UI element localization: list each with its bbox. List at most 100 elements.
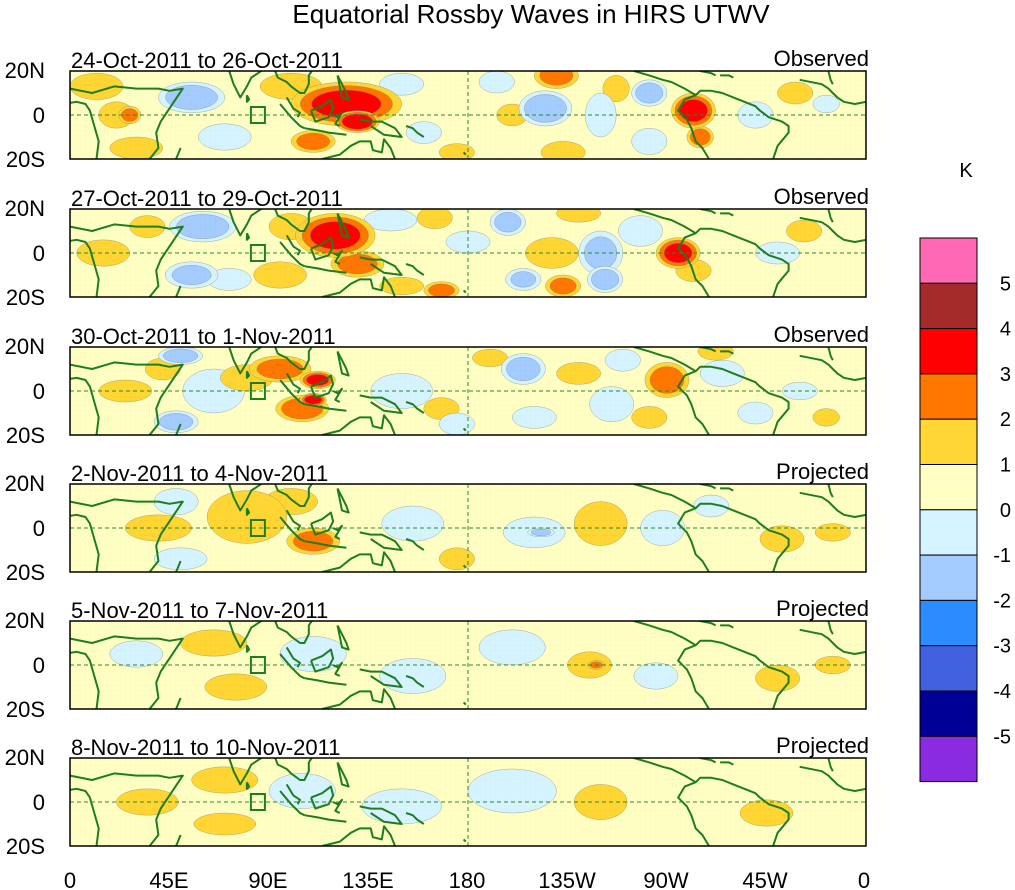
coastline <box>279 379 305 406</box>
coastline <box>310 511 335 536</box>
colorbar-level-label: 4 <box>1000 319 1011 341</box>
y-tick-label: 0 <box>33 790 45 815</box>
coastline <box>227 71 313 99</box>
coastline <box>285 646 301 668</box>
coastline <box>285 372 301 394</box>
coastline <box>827 621 834 635</box>
x-tick-label: 90E <box>248 868 287 890</box>
x-tick-label: 0 <box>858 868 870 890</box>
coastline <box>359 256 403 276</box>
coastline <box>245 644 251 653</box>
coastline <box>827 209 834 223</box>
coastline <box>279 790 305 817</box>
panel-status-label: Projected <box>776 733 869 758</box>
panel-date-label: 2-Nov-2011 to 4-Nov-2011 <box>71 461 328 486</box>
coastline <box>720 74 734 79</box>
region-box <box>249 244 266 262</box>
colorbar-swatch <box>919 464 978 511</box>
coastline <box>633 758 710 846</box>
coastline <box>70 650 100 709</box>
coastline <box>633 484 710 572</box>
coastline <box>70 772 184 846</box>
coastline <box>175 423 182 435</box>
coastline <box>359 118 403 138</box>
panel-date-label: 8-Nov-2011 to 10-Nov-2011 <box>71 735 340 760</box>
colorbar-units-label: K <box>959 160 973 182</box>
coastline <box>405 812 425 825</box>
coastline <box>799 765 866 792</box>
coastline <box>799 628 866 655</box>
colorbar-swatch <box>919 599 978 647</box>
coastline <box>245 781 251 790</box>
coastline <box>227 484 313 512</box>
y-tick-label: 20N <box>5 608 45 633</box>
coastline <box>462 701 467 706</box>
x-tick-label: 135E <box>342 868 393 890</box>
coastline <box>359 531 403 551</box>
coastline <box>227 621 313 649</box>
coastlines <box>70 758 866 846</box>
coastline <box>405 125 425 138</box>
panel-frame <box>69 757 867 847</box>
coastline <box>321 138 396 159</box>
coastline <box>70 787 100 846</box>
panel-status-label: Projected <box>776 596 869 621</box>
coastline <box>462 151 467 156</box>
coastline <box>304 677 347 686</box>
coastline <box>279 241 305 268</box>
coastline <box>336 350 350 377</box>
coastline <box>633 209 710 297</box>
panel-frame <box>69 208 867 298</box>
chart-title: Equatorial Rossby Waves in HIRS UTWV <box>292 0 770 29</box>
coastline <box>633 347 710 435</box>
coastline <box>720 350 734 355</box>
coastline <box>279 653 305 680</box>
panel-status-label: Observed <box>774 184 869 209</box>
coastline <box>799 491 866 518</box>
coastline <box>70 85 184 159</box>
coastline <box>70 361 184 435</box>
coastline <box>359 394 403 414</box>
coastlines <box>70 71 866 159</box>
coastline <box>304 403 347 412</box>
coastline <box>695 639 790 709</box>
coastline <box>285 783 301 805</box>
colorbar-swatch <box>919 237 978 284</box>
colorbar-level-label: -4 <box>993 681 1011 703</box>
x-tick-label: 0 <box>64 868 76 890</box>
colorbar-swatch <box>919 645 978 692</box>
coastlines <box>70 621 866 709</box>
panel-status-label: Observed <box>774 322 869 347</box>
panel-frame <box>69 346 867 436</box>
coastline <box>304 265 347 274</box>
colorbar-level-label: -3 <box>993 636 1011 658</box>
panel-frame <box>69 483 867 573</box>
coastline <box>720 761 734 766</box>
coastline <box>336 624 350 651</box>
panel-status-label: Projected <box>776 459 869 484</box>
coastline <box>70 238 100 297</box>
panel: 30-Oct-2011 to 1-Nov-2011 Observed 20N 0 20S <box>5 322 869 448</box>
coastline <box>697 71 717 77</box>
y-tick-label: 20S <box>6 560 45 585</box>
coastline <box>321 414 396 435</box>
y-tick-label: 20N <box>5 58 45 83</box>
coastline <box>279 516 305 543</box>
coastline <box>285 509 301 531</box>
coastline <box>697 621 717 627</box>
coastlines <box>70 347 866 435</box>
colorbar-level-label: 5 <box>1000 273 1011 295</box>
coastline <box>697 209 717 215</box>
coastline <box>70 376 100 435</box>
coastline <box>633 621 710 709</box>
coastlines <box>70 484 866 572</box>
region-box <box>249 519 266 537</box>
coastline <box>336 212 350 239</box>
coastline <box>462 289 467 294</box>
panel-frame <box>69 70 867 160</box>
coastline <box>70 223 184 297</box>
panel-date-label: 24-Oct-2011 to 26-Oct-2011 <box>71 48 343 73</box>
coastline <box>405 401 425 414</box>
coastline <box>332 249 343 265</box>
